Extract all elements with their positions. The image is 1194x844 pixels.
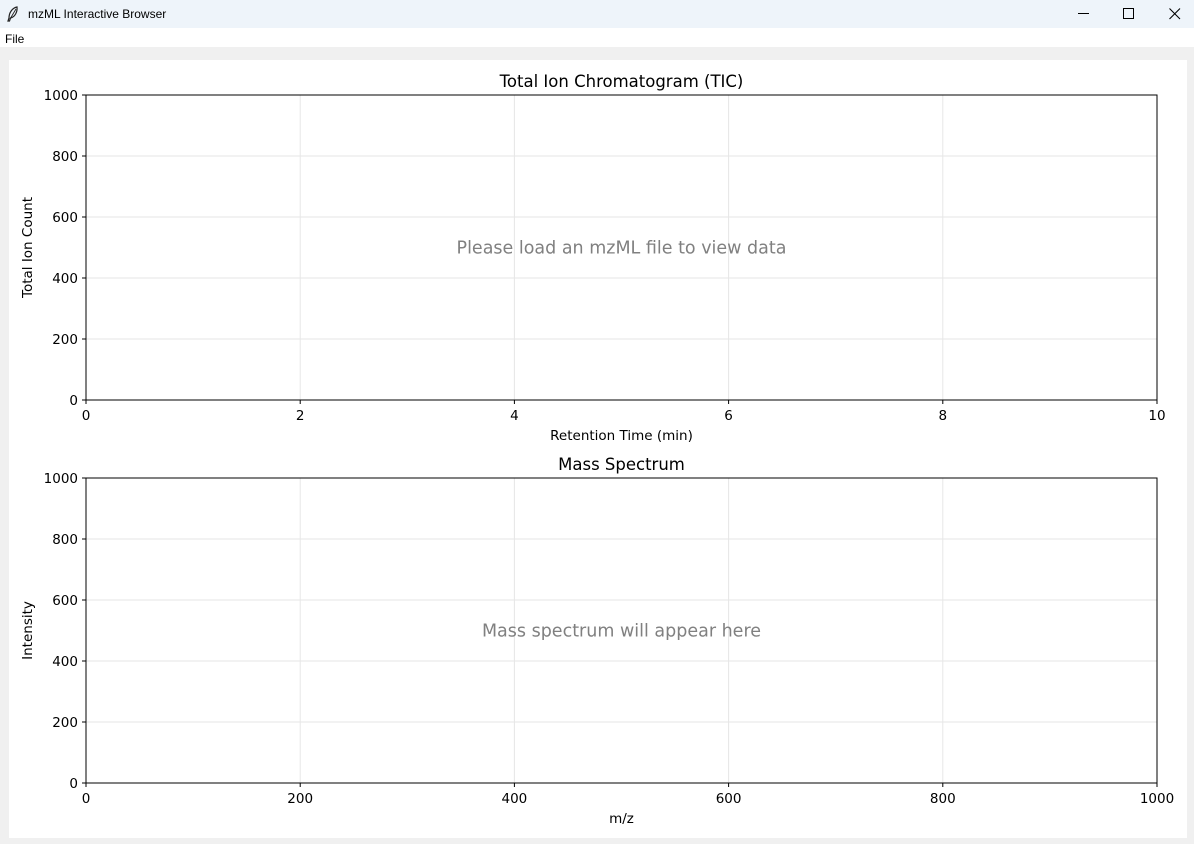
- maximize-icon: [1123, 8, 1134, 19]
- close-icon: [1169, 8, 1181, 20]
- minimize-icon: [1078, 13, 1089, 14]
- window-title: mzML Interactive Browser: [28, 7, 167, 21]
- spectrum-ytick-label: 600: [52, 593, 78, 609]
- spectrum-ytick-label: 400: [52, 654, 78, 670]
- spectrum-ylabel: Intensity: [20, 601, 36, 660]
- tic-ylabel: Total Ion Count: [20, 197, 36, 299]
- tic-ytick-label: 1000: [44, 88, 78, 104]
- spectrum-placeholder-message: Mass spectrum will appear here: [482, 622, 761, 642]
- maximize-button[interactable]: [1106, 0, 1152, 28]
- tic-xtick-label: 0: [82, 408, 91, 424]
- tic-chart: 0 2 4 6 8 10 0 200 400 600 800 1000 Total Ion Chroma…: [20, 72, 1166, 444]
- spectrum-xtick-label: 400: [502, 791, 528, 807]
- tic-xtick-label: 6: [724, 408, 733, 424]
- spectrum-title: Mass Spectrum: [558, 455, 685, 474]
- spectrum-xtick-label: 0: [82, 791, 91, 807]
- tic-axes-frame: [85, 94, 1158, 401]
- feather-icon: [7, 6, 18, 22]
- spectrum-xtick-label: 1000: [1140, 791, 1174, 807]
- menu-file[interactable]: File: [5, 32, 25, 46]
- menu-bar: File: [0, 28, 1194, 47]
- tic-ytick-label: 600: [52, 210, 78, 226]
- title-bar: mzML Interactive Browser: [0, 0, 1194, 28]
- tic-ytick-label: 400: [52, 271, 78, 287]
- spectrum-ytick-label: 0: [69, 776, 78, 792]
- plot-canvas: 0 2 4 6 8 10 0 200 400 600 800 1000 Total Ion Chroma…: [9, 60, 1187, 838]
- tic-title: Total Ion Chromatogram (TIC): [499, 72, 744, 91]
- spectrum-ytick-label: 800: [52, 532, 78, 548]
- tic-ytick-label: 0: [69, 393, 78, 409]
- spectrum-ytick-label: 1000: [44, 471, 78, 487]
- tic-ytick-label: 800: [52, 149, 78, 165]
- spectrum-xtick-label: 800: [930, 791, 956, 807]
- tic-ytick-label: 200: [52, 332, 78, 348]
- spectrum-xtick-label: 200: [287, 791, 313, 807]
- spectrum-ytick-label: 200: [52, 715, 78, 731]
- spectrum-xtick-label: 600: [716, 791, 742, 807]
- close-button[interactable]: [1152, 0, 1194, 28]
- spectrum-chart: 0 200 400 600 800 1000 0 200 400 600 800 1000 Mass S…: [20, 455, 1174, 827]
- tic-xtick-label: 4: [510, 408, 519, 424]
- tic-xtick-label: 2: [296, 408, 305, 424]
- minimize-button[interactable]: [1061, 0, 1107, 28]
- tic-xtick-label: 10: [1148, 408, 1165, 424]
- tic-xtick-label: 8: [939, 408, 948, 424]
- spectrum-axes-frame: [85, 477, 1158, 784]
- tic-placeholder-message: Please load an mzML file to view data: [457, 239, 787, 259]
- spectrum-xlabel: m/z: [609, 811, 634, 827]
- figure: 0 2 4 6 8 10 0 200 400 600 800 1000 Total Ion Chroma…: [20, 72, 1174, 827]
- tic-xlabel: Retention Time (min): [550, 428, 693, 444]
